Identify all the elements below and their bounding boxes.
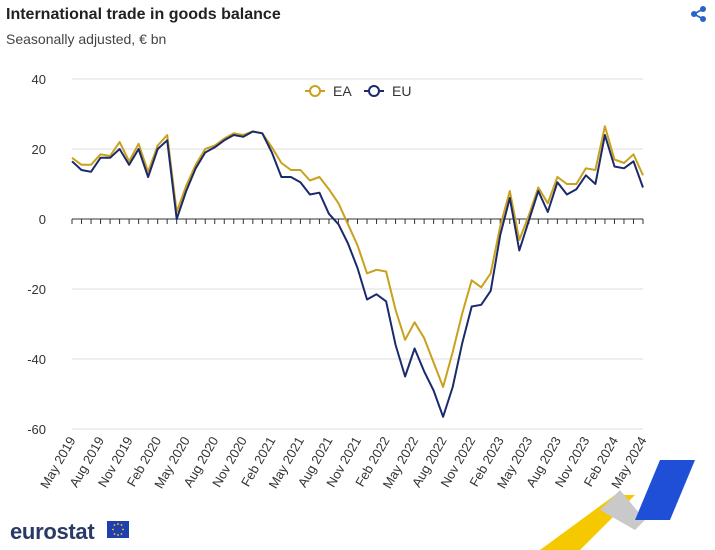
y-tick-label: -20 [27,282,46,297]
eurostat-logo: eurostat [10,519,95,544]
legend-label-ea: EA [333,83,352,99]
series-line-ea [71,125,644,388]
legend-label-eu: EU [392,83,411,99]
legend-marker-ea [309,85,321,97]
y-tick-label: -60 [27,422,46,437]
legend-marker-eu [368,85,380,97]
y-tick-label: 20 [32,142,46,157]
series-line-eu [71,130,644,418]
share-icon[interactable] [689,4,709,24]
y-tick-label: 0 [39,212,46,227]
eu-flag-icon [107,521,129,538]
y-tick-label: -40 [27,352,46,367]
chart-title: International trade in goods balance [6,6,281,23]
y-tick-label: 40 [32,72,46,87]
decorative-ribbon [540,460,695,550]
chart-subtitle: Seasonally adjusted, € bn [6,31,167,47]
